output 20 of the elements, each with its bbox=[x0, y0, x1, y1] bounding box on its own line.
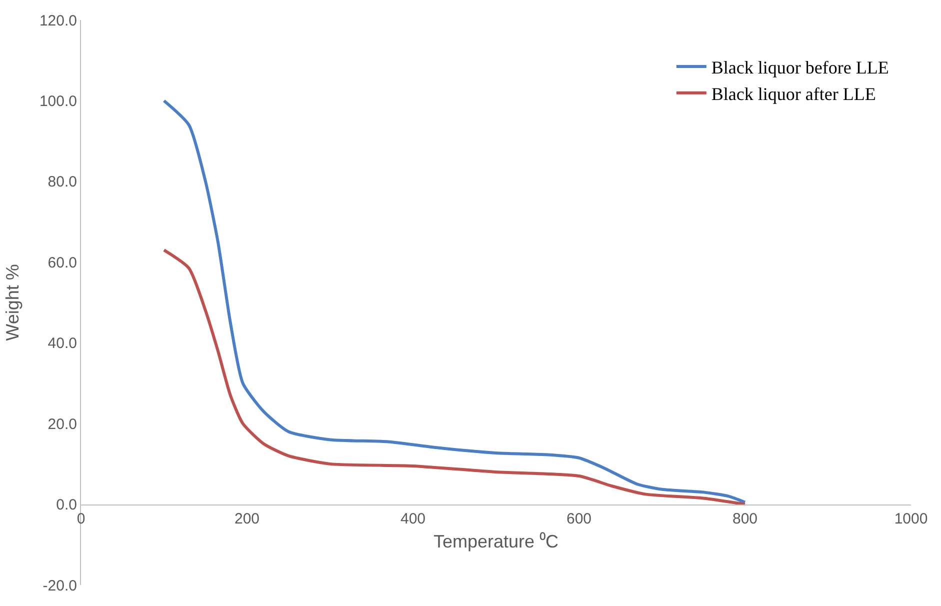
y-tick-label: 60.0 bbox=[48, 254, 77, 272]
y-tick-label: 120.0 bbox=[39, 12, 77, 30]
x-axis-title: Temperature ⁰C bbox=[433, 531, 559, 552]
y-tick-label: 100.0 bbox=[39, 92, 77, 110]
line-series bbox=[162, 248, 746, 506]
x-tick-label: 1000 bbox=[894, 510, 928, 528]
x-tick-label: 600 bbox=[566, 510, 592, 528]
line-series bbox=[162, 99, 746, 504]
y-tick-label: 0.0 bbox=[56, 496, 77, 514]
y-tick-label: 20.0 bbox=[48, 416, 77, 433]
y-axis-title: Weight % bbox=[2, 264, 23, 341]
y-tick-label: -20.0 bbox=[42, 577, 77, 594]
x-tick-label: 0 bbox=[76, 510, 86, 528]
y-tick-label: 40.0 bbox=[48, 335, 77, 352]
x-tick-label: 400 bbox=[400, 510, 426, 528]
legend-label: Black liquor before LLE bbox=[711, 57, 889, 78]
y-tick-label: 80.0 bbox=[48, 174, 77, 191]
legend-label: Black liquor after LLE bbox=[711, 84, 876, 104]
x-tick-label: 800 bbox=[732, 510, 758, 528]
x-tick-label: 200 bbox=[234, 510, 260, 528]
